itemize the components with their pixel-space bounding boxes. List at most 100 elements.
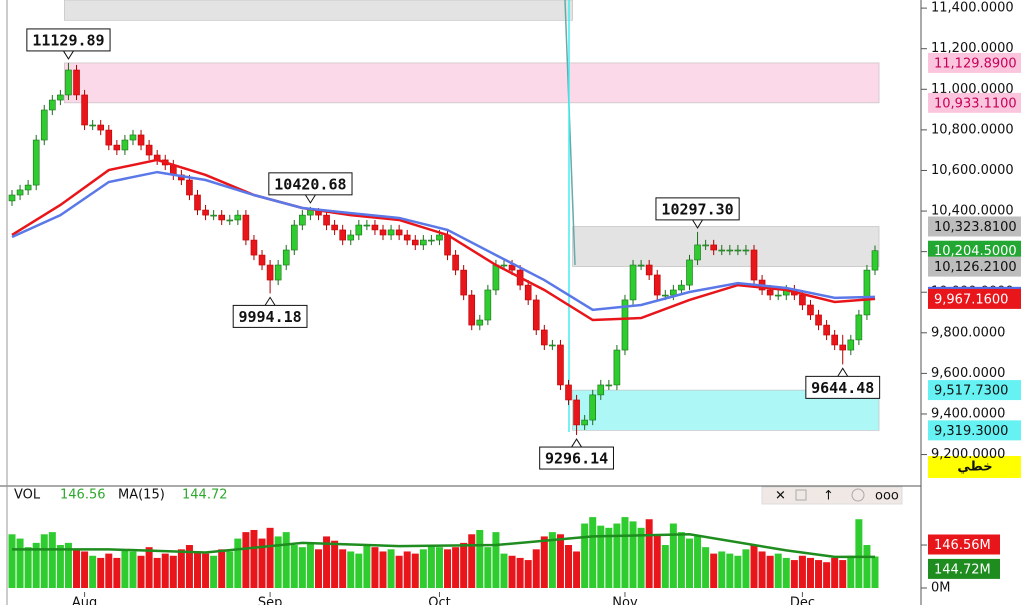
volume-ma [12,533,876,559]
candle-body [855,314,863,341]
volume-bar [565,545,573,588]
zone [572,226,880,267]
volume-bar [24,547,32,588]
price-badge-label: 10,933.1100 [934,96,1017,111]
volume-bar [371,547,379,588]
settings-icon[interactable] [851,488,865,502]
candle-body [420,239,427,246]
candle-body [694,244,701,261]
annotation-label: 9296.14 [545,450,608,468]
candle-body [65,69,72,96]
candle-body [468,294,476,326]
volume-bar [484,547,492,588]
volume-bar [379,551,387,588]
candle-body [839,344,847,351]
volume-bar [347,551,355,588]
candle-body [444,234,451,256]
volume-bar [847,555,855,588]
candle-body [661,294,669,297]
volume-bar [105,553,113,588]
candle-body [403,234,411,241]
candle-body [734,249,742,252]
candle-body [81,94,88,126]
volume-bar [855,519,863,588]
volume-bar [790,560,798,588]
volume-bar [637,527,645,588]
annotation-pointer [837,367,849,377]
annotation-label: 10297.30 [661,200,733,218]
vol-toolbar[interactable]: ✕ ↑ ooo [761,486,903,505]
trend-line [564,0,576,266]
volume-bar [685,538,693,588]
annotation-pointer [264,296,276,306]
volume-bar [548,532,556,588]
volume-bar [48,532,56,588]
zones [64,0,880,431]
up-icon[interactable]: ↑ [823,489,834,504]
volume-bar [718,551,726,588]
annotation-pointer [692,219,703,229]
volume-bar [774,553,782,588]
candle-body [726,249,734,252]
volume-bar [500,553,508,588]
vol-ma-name: MA(15) [118,488,165,503]
volume-bar [742,549,750,588]
candle-body [581,419,588,426]
candle-body [670,289,677,296]
candle-body [218,214,226,221]
volume-bar [677,532,685,588]
candle-body [49,99,56,111]
candle-body [242,214,250,241]
candle-body [371,224,379,231]
volume-badge [928,558,1000,579]
volume-bar [202,553,210,588]
more-icon[interactable]: ooo [875,489,899,504]
volume-bar [218,549,226,588]
volume-bar [56,545,64,588]
volume-bar [89,555,97,588]
volume-bar [758,551,766,588]
price-badge-label: 9,319.3000 [934,424,1008,439]
volume-bar [653,534,661,588]
volume-bar [734,555,742,588]
ma-line [11,170,876,312]
close-icon[interactable]: ✕ [775,489,786,504]
volume-bar [145,547,153,588]
price-badge [928,380,1021,401]
mode-label[interactable]: خطي [957,460,992,475]
annotation-pointer [571,438,583,448]
volume-bar [540,536,548,588]
volume-bar [323,536,331,588]
volume-badge-label: 144.72M [934,562,991,577]
candle-body [323,214,330,226]
volume-bar [266,527,274,588]
volume-bar [806,557,814,588]
y-tick-label: 10,800.0000 [931,122,1014,137]
candle-body [621,299,629,351]
max-icon[interactable] [795,489,807,501]
candle-body [653,274,661,296]
volume-bar [73,549,81,588]
volume-bar [492,532,500,588]
x-tick-label: Aug [72,596,97,605]
candle-body [379,229,387,236]
volume-bar [250,529,258,588]
volume-bar [823,562,831,588]
volume-bar [355,553,363,588]
volume-bar [290,545,298,588]
candle-body [363,224,371,227]
candle-body [57,94,64,101]
candle-body [355,224,363,236]
volume-bar [532,549,540,588]
mode-badge[interactable] [928,456,1021,478]
volume-bar [161,553,169,588]
candle-body [686,259,693,286]
volume-bar [97,557,105,588]
volume-bar [435,547,443,588]
candle-body [460,269,467,296]
price-badge-label: 10,323.8100 [934,220,1017,235]
candle-body [395,229,403,236]
volume-bar [597,525,605,588]
candle-body [24,184,32,191]
candle-body [508,264,516,271]
